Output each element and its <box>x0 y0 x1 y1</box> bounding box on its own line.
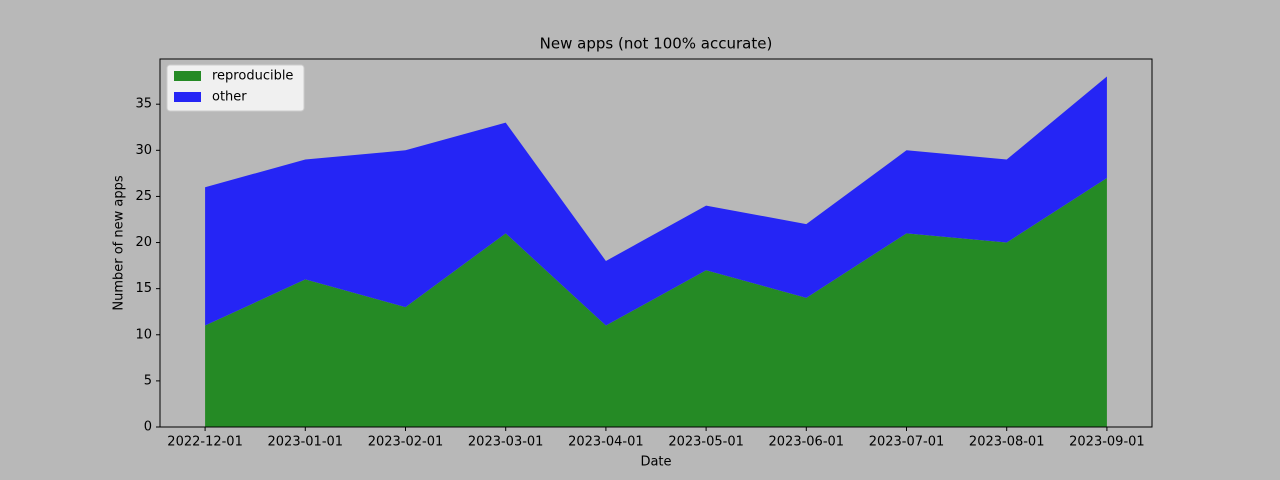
area <box>205 76 1107 326</box>
chart-title: New apps (not 100% accurate) <box>540 35 773 53</box>
area <box>205 177 1107 427</box>
legend-box <box>166 64 305 112</box>
y-tick-label: 10 <box>135 327 152 342</box>
legend: reproducible other <box>166 64 305 112</box>
y-tick-label: 0 <box>144 420 152 435</box>
x-tick-label: 2023-01-01 <box>268 435 344 450</box>
x-axis-label: Date <box>640 455 671 470</box>
y-tick-label: 20 <box>135 235 152 250</box>
x-tick-label: 2023-04-01 <box>568 435 644 450</box>
legend-swatch <box>174 92 201 102</box>
legend-label: reproducible <box>212 69 293 84</box>
y-tick-label: 35 <box>135 97 152 112</box>
legend-swatch <box>174 71 201 81</box>
x-tick-label: 2022-12-01 <box>167 435 243 450</box>
y-tick-label: 25 <box>135 189 152 204</box>
x-tick-label: 2023-06-01 <box>769 435 845 450</box>
x-tick-label: 2023-05-01 <box>668 435 744 450</box>
x-tick-label: 2023-08-01 <box>969 435 1045 450</box>
y-axis-label: Number of new apps <box>112 175 127 310</box>
x-tick-label: 2023-07-01 <box>869 435 945 450</box>
legend-label: other <box>212 90 247 105</box>
x-tick-label: 2023-03-01 <box>468 435 544 450</box>
y-tick-label: 15 <box>135 281 152 296</box>
x-tick-label: 2023-02-01 <box>368 435 444 450</box>
y-tick-label: 5 <box>144 373 152 388</box>
x-tick-label: 2023-09-01 <box>1069 435 1145 450</box>
y-tick-label: 30 <box>135 143 152 158</box>
